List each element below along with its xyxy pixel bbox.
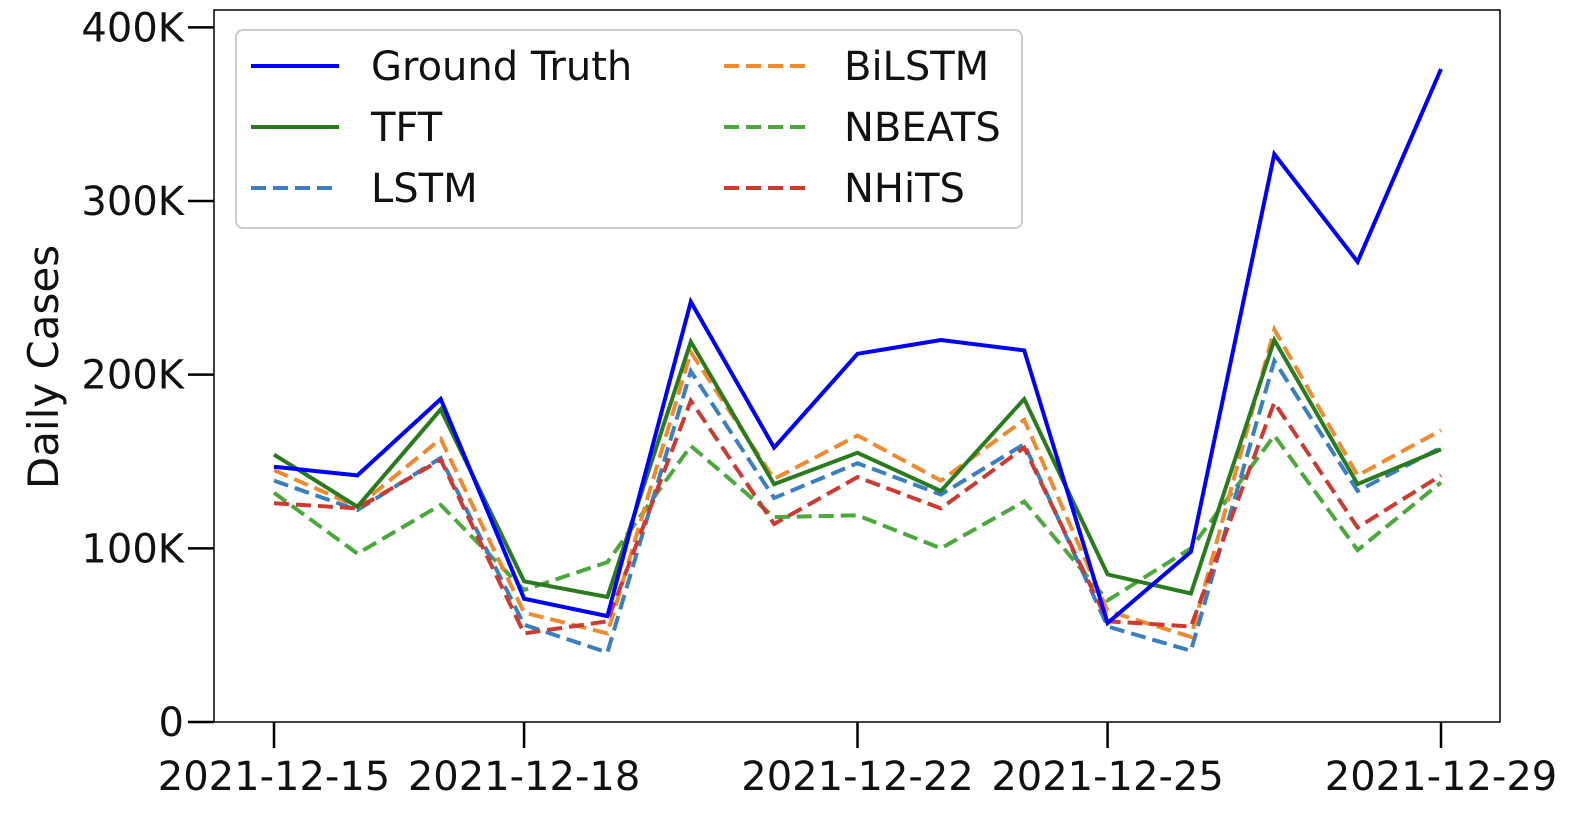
legend: Ground Truth TFT LSTM BiLSTM NBEATS NHiTS [235, 29, 1023, 229]
y-tick-label: 0 [159, 700, 184, 746]
series-layer [272, 68, 1443, 656]
legend-label: NHiTS [844, 166, 965, 212]
y-tick-label: 100K [81, 526, 185, 572]
legend-label: BiLSTM [844, 44, 989, 90]
legend-label: Ground Truth [371, 44, 632, 90]
x-tick-label: 2021-12-18 [408, 754, 640, 800]
series-line-bilstm [273, 324, 1442, 640]
x-tick-label: 2021-12-25 [991, 754, 1223, 800]
legend-box [235, 29, 1023, 229]
legend-label: NBEATS [844, 105, 1001, 151]
y-axis-label: Daily Cases [19, 245, 68, 489]
x-tick-label: 2021-12-15 [158, 754, 390, 800]
x-tick-label: 2021-12-29 [1325, 754, 1557, 800]
axes: 0 100K 200K 300K 400K 2021-12-15 2021-12-18 202… [81, 5, 1557, 800]
legend-label: TFT [370, 105, 443, 151]
series-line-lstm [273, 355, 1442, 656]
legend-label: LSTM [371, 166, 478, 212]
y-tick-label: 400K [81, 5, 185, 51]
series-line-ground-truth [273, 68, 1443, 627]
series-line-nhits [273, 396, 1443, 636]
y-tick-label: 300K [81, 179, 185, 225]
x-tick-label: 2021-12-22 [741, 754, 973, 800]
y-tick-label: 200K [81, 353, 185, 399]
